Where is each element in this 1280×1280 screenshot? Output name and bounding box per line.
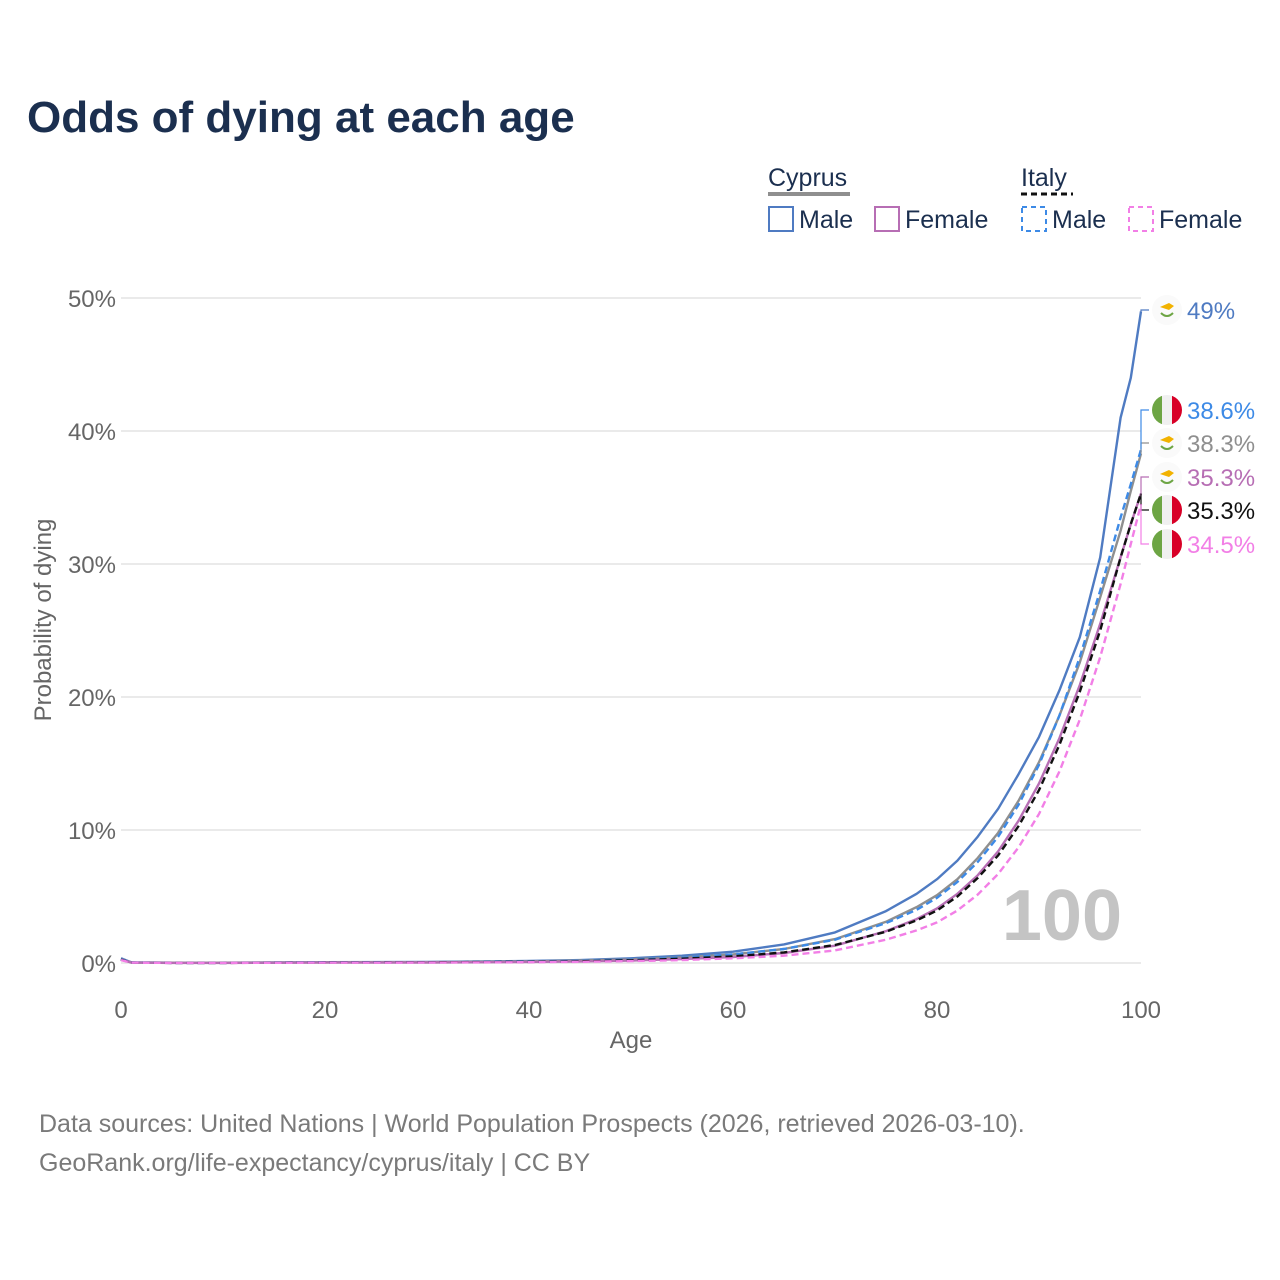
y-axis: 0% 10% 20% 30% 40% 50% bbox=[68, 286, 116, 978]
y-tick-label: 0% bbox=[81, 951, 116, 978]
end-label-connector bbox=[1140, 504, 1149, 545]
end-label-connector bbox=[1140, 493, 1149, 511]
series-line-italy-both[interactable] bbox=[120, 493, 1143, 965]
end-label-value: 38.3% bbox=[1187, 431, 1255, 458]
cyprus-flag-icon bbox=[1152, 462, 1182, 492]
y-tick-label: 30% bbox=[68, 552, 116, 579]
source-line-2[interactable]: GeoRank.org/life-expectancy/cyprus/italy… bbox=[39, 1149, 590, 1177]
legend-italy-male-text: Male bbox=[1052, 206, 1106, 234]
source-line-1: Data sources: United Nations | World Pop… bbox=[39, 1110, 1025, 1138]
legend-swatch-italy-female[interactable] bbox=[1128, 206, 1154, 232]
legend-italy-female-text: Female bbox=[1159, 206, 1242, 234]
x-tick-label: 80 bbox=[924, 997, 951, 1024]
cyprus-flag-icon bbox=[1152, 295, 1182, 325]
x-tick-label: 0 bbox=[114, 997, 127, 1024]
end-label-value: 49% bbox=[1187, 298, 1235, 325]
y-tick-label: 20% bbox=[68, 685, 116, 712]
y-tick-label: 10% bbox=[68, 818, 116, 845]
x-tick-label: 20 bbox=[312, 997, 339, 1024]
end-label-value: 35.3% bbox=[1187, 465, 1255, 492]
legend-swatch-cyprus-male[interactable] bbox=[768, 206, 794, 232]
x-tick-label: 40 bbox=[516, 997, 543, 1024]
end-label-value: 34.5% bbox=[1187, 532, 1255, 559]
end-label-connector bbox=[1140, 476, 1149, 494]
italy-flag-icon bbox=[1152, 529, 1182, 559]
legend: Cyprus Italy Male Female Male Female bbox=[768, 164, 1242, 234]
grid bbox=[121, 297, 1141, 964]
series-line-cyprus-both[interactable] bbox=[120, 453, 1143, 964]
x-tick-label: 100 bbox=[1121, 997, 1161, 1024]
end-labels: 49% 38.3% 35.3% 38.6% 35.3% 34.5% bbox=[1140, 295, 1255, 559]
y-tick-label: 40% bbox=[68, 419, 116, 446]
watermark-year: 100 bbox=[1002, 876, 1122, 956]
x-tick-label: 60 bbox=[720, 997, 747, 1024]
chart-title: Odds of dying at each age bbox=[27, 93, 575, 142]
italy-flag-icon bbox=[1152, 395, 1182, 425]
x-axis-title: Age bbox=[610, 1027, 653, 1054]
y-tick-label: 50% bbox=[68, 286, 116, 313]
series-line-italy-male[interactable] bbox=[120, 449, 1143, 965]
cyprus-flag-icon bbox=[1152, 428, 1182, 458]
legend-swatch-cyprus-female[interactable] bbox=[874, 206, 900, 232]
legend-cyprus-female-text: Female bbox=[905, 206, 988, 234]
italy-flag-icon bbox=[1152, 495, 1182, 525]
y-axis-title: Probability of dying bbox=[30, 519, 57, 722]
end-label-value: 38.6% bbox=[1187, 398, 1255, 425]
end-label-value: 35.3% bbox=[1187, 498, 1255, 525]
legend-swatch-italy-male[interactable] bbox=[1021, 206, 1047, 232]
legend-italy-label: Italy bbox=[1021, 164, 1067, 192]
end-label-connector bbox=[1140, 442, 1149, 454]
x-axis: 0 20 40 60 80 100 bbox=[114, 997, 1161, 1024]
end-label-connector bbox=[1140, 309, 1149, 312]
end-label-connector bbox=[1140, 409, 1149, 450]
series-line-italy-female[interactable] bbox=[120, 503, 1143, 965]
series-line-cyprus-female[interactable] bbox=[120, 493, 1143, 965]
series-lines bbox=[120, 311, 1143, 965]
legend-cyprus-label: Cyprus bbox=[768, 164, 847, 192]
legend-cyprus-male-text: Male bbox=[799, 206, 853, 234]
